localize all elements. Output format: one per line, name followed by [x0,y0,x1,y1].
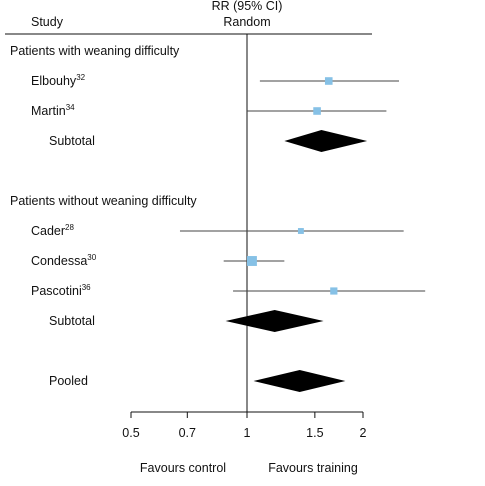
header-study: Study [31,15,64,29]
header-model: Random [223,15,270,29]
header-measure: RR (95% CI) [212,0,283,13]
x-tick-label: 0.7 [179,426,196,440]
effect-box [324,77,333,85]
x-tick-label: 1 [244,426,251,440]
study-label: Pascotini36 [31,283,91,298]
subtotal-label: Subtotal [49,134,95,148]
study-label: Elbouhy32 [31,73,86,88]
effect-box [330,287,338,295]
study-label: Condessa30 [31,253,97,268]
x-tick-label: 0.5 [122,426,139,440]
x-tick-label: 1.5 [306,426,323,440]
x-axis: 0.5 0.7 1 1.5 2 [122,411,367,440]
group-label: Patients without weaning difficulty [10,194,197,208]
effect-box [313,107,321,115]
rows-layer: Patients with weaning difficulty Elbouhy3… [10,34,426,412]
subtotal-diamond [284,130,368,152]
study-label: Martin34 [31,103,75,118]
x-tick-label: 2 [360,426,367,440]
effect-box [246,256,257,266]
pooled-diamond [253,370,346,392]
pooled-label: Pooled [49,374,88,388]
subtotal-diamond [225,310,324,332]
effect-box [297,228,304,234]
subtotal-label: Subtotal [49,314,95,328]
study-label: Cader28 [31,223,74,238]
favours-control-label: Favours control [140,461,226,475]
group-label: Patients with weaning difficulty [10,44,180,58]
favours-training-label: Favours training [268,461,358,475]
